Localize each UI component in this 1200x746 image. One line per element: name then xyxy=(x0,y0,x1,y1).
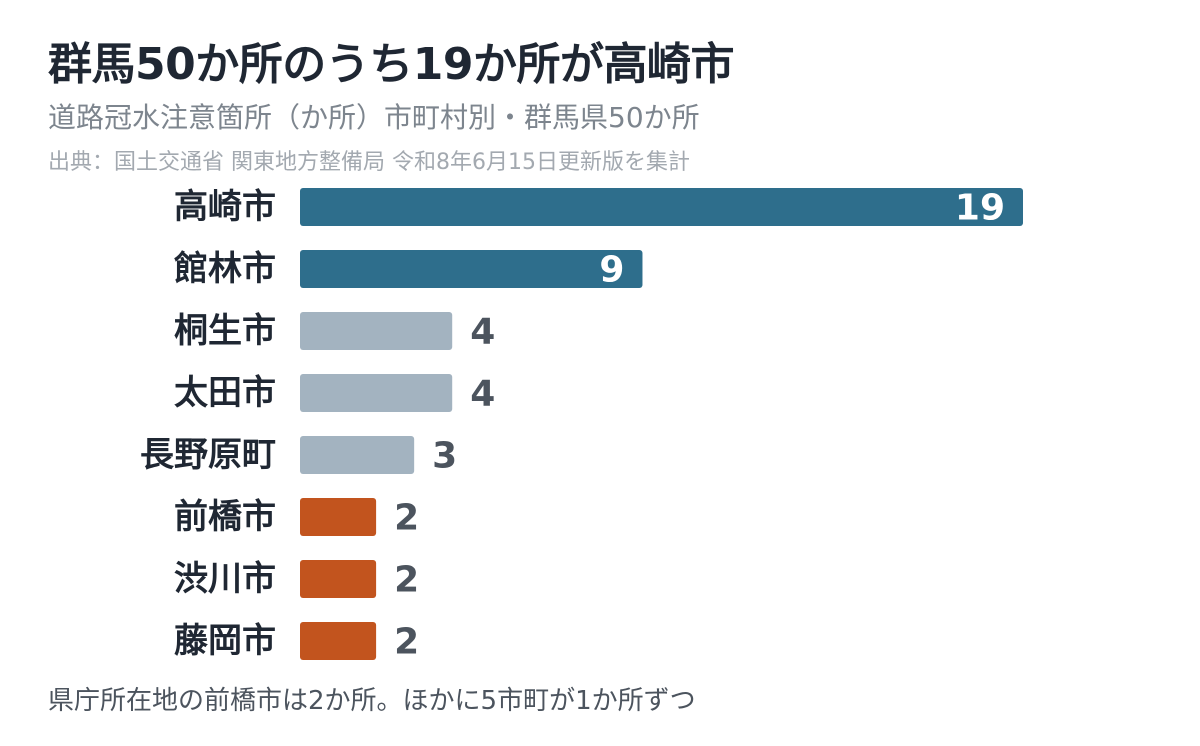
bar xyxy=(300,374,453,412)
value-label: 9 xyxy=(599,250,624,291)
bar xyxy=(300,560,377,598)
category-label: 長野原町 xyxy=(140,435,276,475)
chart-footnote: 県庁所在地の前橋市は2か所。ほかに5市町が1か所ずつ xyxy=(48,686,696,716)
value-label: 19 xyxy=(955,188,1005,229)
bar xyxy=(300,498,377,536)
value-label: 2 xyxy=(394,622,419,663)
bar xyxy=(300,250,643,288)
bar xyxy=(300,622,377,660)
category-label: 高崎市 xyxy=(174,187,276,227)
category-label: 前橋市 xyxy=(174,497,276,537)
bar xyxy=(300,436,415,474)
chart-subtitle: 道路冠水注意箇所（か所）市町村別・群馬県50か所 xyxy=(48,101,700,134)
bar xyxy=(300,312,453,350)
category-label: 館林市 xyxy=(174,249,276,289)
bar xyxy=(300,188,1023,226)
category-label: 太田市 xyxy=(174,373,276,413)
chart-source: 出典：国土交通省 関東地方整備局 令和8年6月15日更新版を集計 xyxy=(48,150,690,175)
value-label: 4 xyxy=(470,312,495,353)
category-label: 藤岡市 xyxy=(174,621,276,661)
chart-title: 群馬50か所のうち19か所が高崎市 xyxy=(48,39,734,90)
category-label: 渋川市 xyxy=(174,559,276,599)
value-label: 3 xyxy=(432,436,457,477)
value-label: 2 xyxy=(394,498,419,539)
value-label: 2 xyxy=(394,560,419,601)
value-label: 4 xyxy=(470,374,495,415)
category-label: 桐生市 xyxy=(174,311,276,351)
